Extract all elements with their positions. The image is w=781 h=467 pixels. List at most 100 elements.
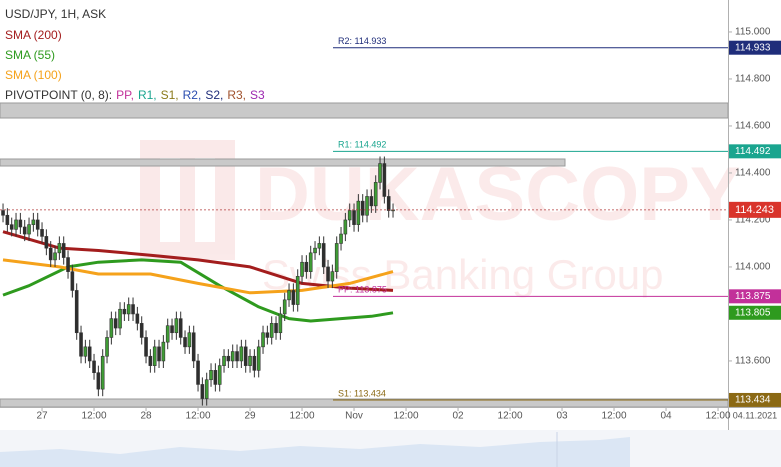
candle-body	[9, 224, 14, 230]
x-tick-label: 04	[660, 411, 672, 422]
candle-body	[48, 247, 53, 261]
pivot-legend-item: S1,	[161, 88, 179, 102]
candle-body	[339, 233, 343, 244]
candle-body	[265, 332, 270, 338]
candle-body	[148, 355, 153, 366]
candle-body	[386, 196, 391, 211]
candle-body	[248, 355, 252, 366]
candle-body	[274, 323, 278, 334]
candle-body	[230, 351, 235, 362]
candle-body	[61, 243, 66, 258]
candle-body	[109, 318, 114, 338]
candle-body	[295, 276, 300, 305]
x-tick-label: 12:00	[290, 411, 315, 422]
candle-body	[74, 290, 79, 334]
candle-body	[300, 261, 304, 277]
watermark-logo	[140, 140, 235, 260]
candle-body	[152, 346, 157, 366]
x-tick-label: Nov	[345, 411, 363, 422]
zone-bar	[0, 158, 566, 167]
candle-body	[278, 313, 283, 334]
candle-body	[113, 318, 118, 329]
x-tick-label: 12:00	[186, 411, 211, 422]
pivot-legend: PIVOTPOINT (0, 8): PP, R1, S1, R2, S2, R3, S3	[5, 88, 265, 102]
candle-body	[287, 290, 291, 301]
candle-body	[165, 325, 170, 343]
candle-body	[126, 304, 131, 315]
pivot-legend-item: R3,	[227, 88, 246, 102]
candle-body	[261, 332, 265, 348]
candle-body	[308, 252, 313, 272]
x-tick-label: 12:00	[82, 411, 107, 422]
candle-body	[22, 226, 27, 235]
candle-body	[161, 341, 166, 362]
legend-entry: SMA (55)	[5, 48, 55, 62]
navigator-area	[0, 437, 630, 467]
zone-bar	[0, 102, 729, 119]
candle-body	[170, 325, 174, 334]
pivot-legend-item: S2,	[205, 88, 223, 102]
candle-body	[321, 243, 326, 268]
candle-body	[313, 247, 317, 254]
y-tick-label: 114.800	[735, 74, 771, 85]
candle-body	[378, 163, 382, 183]
pivot-legend-item: S3	[250, 88, 265, 102]
pivot-legend-label: PIVOTPOINT (0, 8):	[5, 88, 112, 102]
candle-body	[204, 379, 209, 399]
candle-body	[304, 261, 309, 272]
x-tick-label: 12:00	[602, 411, 627, 422]
candle-body	[118, 308, 122, 329]
candle-body	[122, 308, 127, 315]
candle-body	[196, 360, 200, 385]
candle-body	[369, 196, 374, 207]
candle-body	[174, 318, 179, 334]
legend-entry: SMA (200)	[5, 28, 62, 42]
candle-body	[135, 313, 140, 324]
candle-body	[53, 252, 57, 261]
candle-body	[343, 219, 348, 235]
candle-body	[57, 243, 62, 254]
pivot-legend-item: R2,	[183, 88, 202, 102]
candle-body	[18, 219, 23, 228]
price-box-label: 114.933	[735, 42, 771, 53]
candle-body	[347, 210, 352, 221]
price-box-label: 114.492	[735, 146, 771, 157]
pivot-legend-item: PP,	[116, 88, 134, 102]
candle-body	[131, 304, 135, 315]
y-tick-label: 113.600	[735, 356, 771, 367]
x-tick-label: 12:00	[706, 411, 731, 422]
candle-body	[105, 337, 109, 357]
legend: USD/JPY, 1H, ASK SMA (200) SMA (55) SMA (1…	[5, 7, 265, 102]
y-tick-label: 114.400	[735, 168, 771, 179]
y-tick-label: 114.600	[735, 121, 771, 132]
candle-body	[382, 163, 387, 197]
price-box	[729, 289, 781, 304]
pivot-label: R2: 114.933	[338, 36, 386, 46]
candle-body	[70, 271, 75, 291]
candle-body	[252, 355, 257, 371]
x-tick-label: 12:00	[498, 411, 523, 422]
candle-body	[222, 355, 226, 366]
candle-body	[40, 229, 44, 237]
candle-body	[239, 346, 244, 362]
candle-body	[187, 332, 192, 348]
current-price-label: 114.243	[735, 204, 774, 216]
date-label: 04.11.2021	[733, 410, 777, 420]
candle-body	[191, 332, 196, 362]
candle-body	[35, 219, 40, 230]
pivot-legend-item: R1,	[138, 88, 157, 102]
candle-body	[178, 318, 183, 338]
candle-body	[282, 299, 287, 315]
legend-entry: SMA (100)	[5, 68, 62, 82]
candle-body	[31, 219, 36, 225]
candle-body	[5, 214, 10, 225]
y-tick-label: 115.000	[735, 27, 771, 38]
price-box-label: 113.805	[735, 307, 771, 318]
candle-body	[83, 346, 88, 357]
candle-body	[365, 196, 369, 216]
candle-body	[317, 243, 322, 249]
candle-body	[360, 200, 365, 216]
chart-title: USD/JPY, 1H, ASK	[5, 7, 106, 21]
price-box-label: 113.434	[735, 395, 771, 406]
